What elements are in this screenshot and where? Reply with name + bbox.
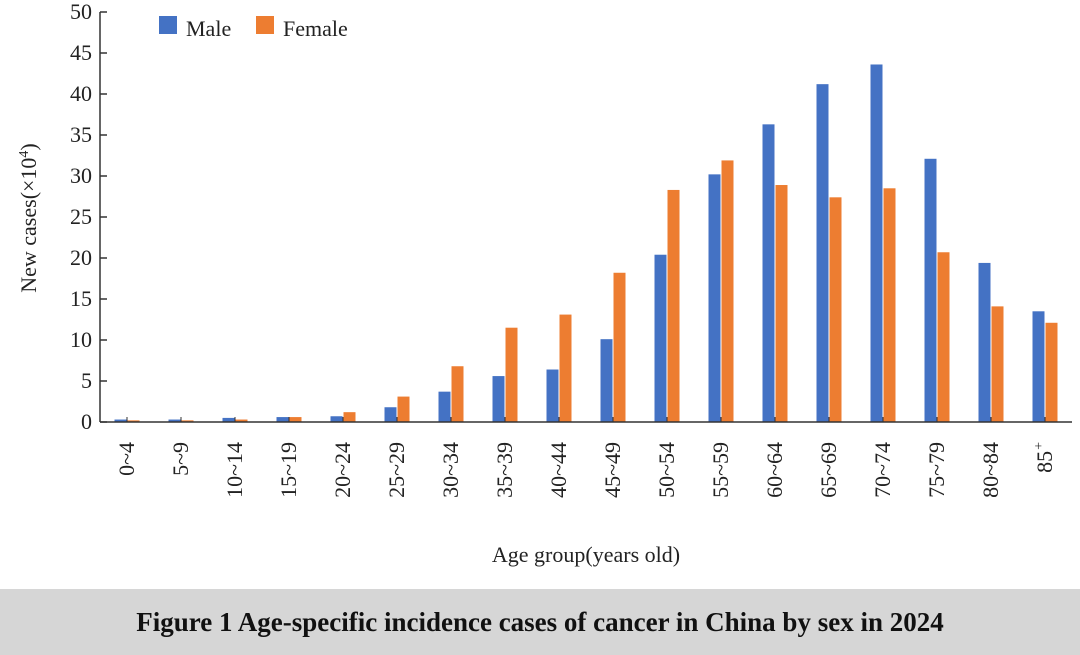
bar-male-6 bbox=[438, 391, 451, 422]
x-tick-label: 75~79 bbox=[924, 442, 949, 498]
bar-male-1 bbox=[168, 419, 181, 422]
bar-male-13 bbox=[816, 84, 829, 422]
x-tick-label: 40~44 bbox=[546, 442, 571, 498]
bar-female-11 bbox=[721, 160, 734, 423]
x-tick-label: 10~14 bbox=[222, 442, 247, 498]
bar-male-14 bbox=[870, 64, 883, 422]
y-tick-label: 15 bbox=[70, 286, 92, 311]
bar-female-3 bbox=[289, 417, 302, 422]
y-tick-label: 0 bbox=[81, 409, 92, 434]
x-tick-label: 60~64 bbox=[762, 442, 787, 498]
legend-swatch-male bbox=[159, 16, 177, 34]
x-tick-label: 20~24 bbox=[330, 442, 355, 498]
bar-female-8 bbox=[559, 314, 572, 422]
y-tick-label: 50 bbox=[70, 0, 92, 24]
bar-male-9 bbox=[600, 339, 613, 422]
bar-female-12 bbox=[775, 185, 788, 422]
x-axis-title: Age group(years old) bbox=[492, 542, 680, 567]
bar-male-5 bbox=[384, 407, 397, 422]
x-tick-label: 70~74 bbox=[870, 442, 895, 498]
x-tick-label: 30~34 bbox=[438, 442, 463, 498]
x-tick-label: 0~4 bbox=[114, 442, 139, 476]
y-ticks-group: 0 5 10 15 20 25 30 35 40 45 50 bbox=[70, 0, 107, 434]
x-tick-label: 50~54 bbox=[654, 442, 679, 498]
bar-female-0 bbox=[127, 420, 140, 422]
x-tick-label: 85+ bbox=[1032, 442, 1057, 473]
legend-label-female: Female bbox=[283, 16, 348, 41]
x-tick-label: 55~59 bbox=[708, 442, 733, 498]
y-tick-label: 5 bbox=[81, 368, 92, 393]
x-tick-label: 65~69 bbox=[816, 442, 841, 498]
x-tick-label: 25~29 bbox=[384, 442, 409, 498]
bar-male-7 bbox=[492, 376, 505, 422]
bar-female-10 bbox=[667, 189, 680, 422]
y-tick-label: 25 bbox=[70, 204, 92, 229]
x-tick-label: 15~19 bbox=[276, 442, 301, 498]
y-tick-label: 20 bbox=[70, 245, 92, 270]
bar-female-1 bbox=[181, 420, 194, 422]
bar-female-17 bbox=[1045, 322, 1058, 422]
bar-female-6 bbox=[451, 366, 464, 422]
y-tick-label: 45 bbox=[70, 40, 92, 65]
bar-female-2 bbox=[235, 419, 248, 422]
bars-group bbox=[114, 64, 1058, 423]
bar-male-15 bbox=[924, 158, 937, 422]
legend: Male Female bbox=[159, 16, 348, 41]
x-tick-label: 80~84 bbox=[978, 442, 1003, 498]
bar-female-4 bbox=[343, 412, 356, 422]
bar-female-14 bbox=[883, 188, 896, 422]
bar-female-5 bbox=[397, 396, 410, 422]
x-tick-label: 5~9 bbox=[168, 442, 193, 476]
legend-swatch-female bbox=[256, 16, 274, 34]
bar-male-17 bbox=[1032, 311, 1045, 422]
bar-male-0 bbox=[114, 419, 127, 422]
bar-male-2 bbox=[222, 417, 235, 422]
bar-male-12 bbox=[762, 124, 775, 422]
y-tick-label: 40 bbox=[70, 81, 92, 106]
y-tick-label: 35 bbox=[70, 122, 92, 147]
bar-female-9 bbox=[613, 272, 626, 422]
bar-female-16 bbox=[991, 306, 1004, 422]
x-ticks-group: 0~4 5~9 10~14 15~19 20~24 25~29 30~34 35~39 40~4… bbox=[114, 417, 1057, 498]
legend-label-male: Male bbox=[186, 16, 231, 41]
y-axis-title: New cases(×104) bbox=[16, 143, 41, 293]
bar-male-16 bbox=[978, 262, 991, 422]
y-tick-label: 10 bbox=[70, 327, 92, 352]
x-tick-label: 45~49 bbox=[600, 442, 625, 498]
x-tick-label: 35~39 bbox=[492, 442, 517, 498]
y-tick-label: 30 bbox=[70, 163, 92, 188]
figure-caption: Figure 1 Age-specific incidence cases of… bbox=[136, 606, 944, 637]
bar-male-4 bbox=[330, 416, 343, 422]
bar-female-7 bbox=[505, 327, 518, 422]
bar-male-11 bbox=[708, 174, 721, 422]
bar-male-10 bbox=[654, 254, 667, 422]
bar-male-8 bbox=[546, 369, 559, 422]
bar-female-13 bbox=[829, 197, 842, 422]
bar-female-15 bbox=[937, 252, 950, 422]
bar-male-3 bbox=[276, 417, 289, 422]
chart: 0 5 10 15 20 25 30 35 40 45 50 0~4 5~9 10~14 15~19 20~… bbox=[16, 0, 1072, 567]
figure-caption-band: Figure 1 Age-specific incidence cases of… bbox=[0, 589, 1080, 655]
